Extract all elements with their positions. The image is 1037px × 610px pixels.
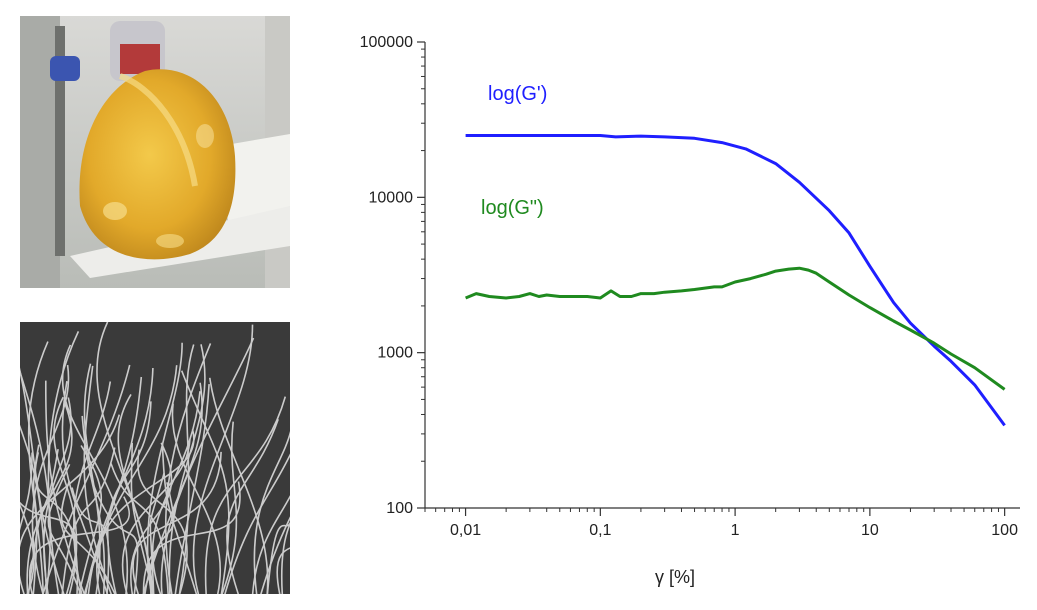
y-tick-label: 1000 [377,345,413,362]
fiber-strand [160,337,255,594]
fiber-strand [224,453,290,594]
fiber-strand [164,343,212,594]
gel-photo [20,16,290,288]
fiber-strand [27,341,49,594]
fiber-strand [144,482,175,594]
fiber-strand [174,384,210,594]
fiber-strand [276,547,290,594]
y-tick-label: 100000 [360,34,413,51]
fiber-strand [180,370,230,594]
fiber-strand [20,369,52,594]
fiber-strand [85,365,178,594]
fiber-strand [81,415,106,594]
fiber-strand [137,449,188,594]
y-tick-label: 10000 [369,189,414,206]
fiber-strand [20,452,33,594]
fiber-strand [20,503,35,594]
series-label-g-double-prime: log(G") [481,197,544,219]
series-line-g-double-prime [465,266,1006,391]
fiber-micrograph [20,322,290,594]
fiber-strand [192,324,254,594]
x-tick-label: 0,01 [450,522,481,539]
x-tick-label: 10 [861,522,879,539]
series-label-g-prime: log(G') [488,83,547,105]
fiber-strand [20,501,77,594]
fiber-strand [151,391,201,594]
x-tick-label: 100 [991,522,1018,539]
fiber-strand [260,516,290,594]
fiber-strand [221,421,238,594]
series-line-g-prime [465,134,1006,427]
fiber-strand [61,447,116,594]
fiber-strand [71,487,110,594]
fiber-strand [226,419,279,594]
fiber-strand [251,495,290,594]
fiber-strand [171,403,222,594]
x-tick-label: 1 [731,522,740,539]
fiber-strand [161,443,198,594]
fiber-strand [53,396,78,594]
fiber-strand [43,397,72,594]
fiber-strand [280,522,290,594]
fiber-strand [28,496,131,594]
x-tick-label: 0,1 [589,522,611,539]
rheology-chart: 100 1000 10000 100000 0,01 0,1 1 10 100 log(G') … [330,20,1030,595]
chart-series [465,134,1006,427]
x-axis-title: γ [%] [655,567,695,587]
fiber-strand [209,377,269,594]
fiber-strand [44,380,86,594]
fiber-strand [117,393,152,594]
fiber-strand [61,344,128,594]
fiber-strand [96,428,195,594]
fiber-strand [78,445,103,594]
fiber-strand [110,463,169,594]
fiber-strand [83,365,113,594]
fiber-strand [253,430,290,594]
fiber-strand [27,448,59,594]
fiber-strand [92,483,139,594]
fiber-strand [204,396,287,594]
y-tick-label: 100 [386,500,413,517]
fiber-strand [61,380,109,594]
chart-axes: 100 1000 10000 100000 0,01 0,1 1 10 100 [360,34,1020,539]
fiber-strand [96,322,154,594]
